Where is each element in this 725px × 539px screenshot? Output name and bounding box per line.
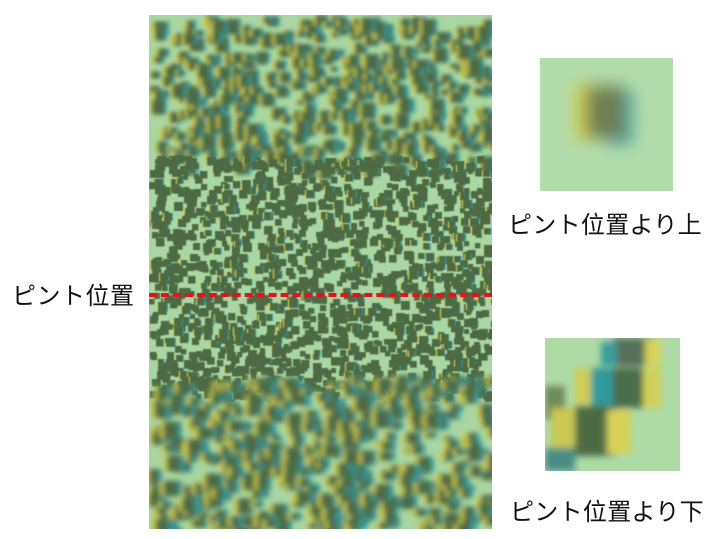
crop-above-image (540, 58, 673, 191)
textured-surface-image (149, 15, 492, 529)
main-photo (149, 15, 492, 529)
above-focus-caption: ピント位置より上 (508, 211, 702, 239)
crop-below-focus (545, 338, 680, 471)
focus-line (149, 293, 492, 297)
focus-position-label: ピント位置 (12, 282, 135, 310)
below-focus-caption: ピント位置より下 (510, 498, 704, 526)
crop-above-focus (540, 58, 673, 191)
crop-below-image (545, 338, 680, 471)
